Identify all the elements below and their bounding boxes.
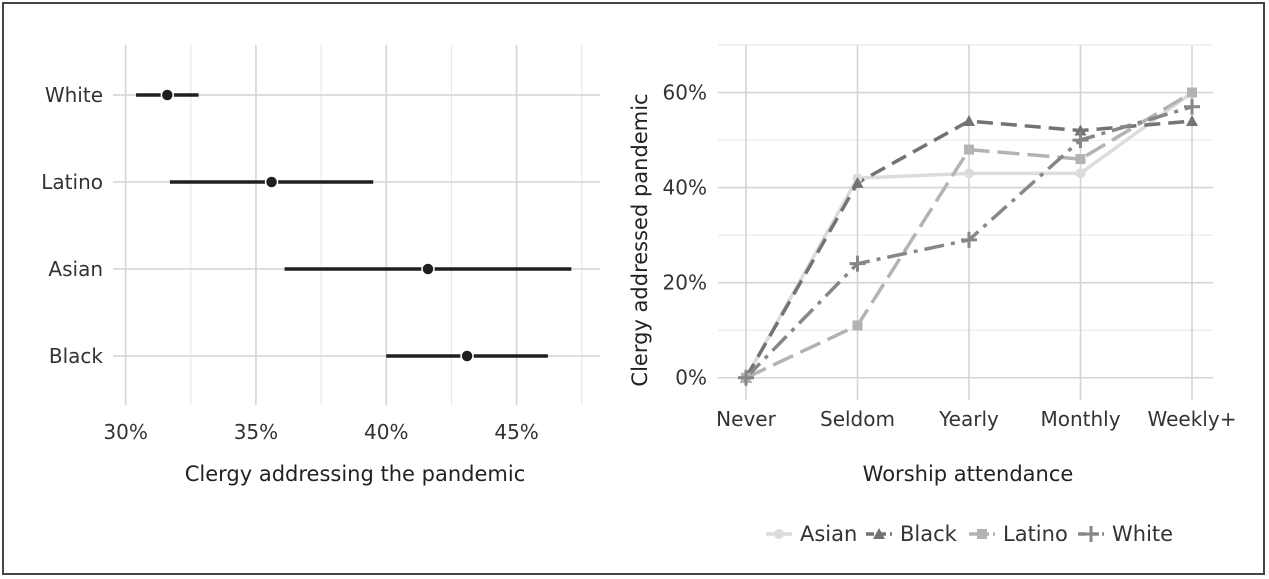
left-error-bars <box>136 93 572 358</box>
legend-label: Asian <box>800 522 857 546</box>
y-tick-label: 40% <box>663 176 707 200</box>
marker-black-yearly <box>963 115 975 127</box>
x-tick-label-weekly: Weekly+ <box>1148 407 1237 431</box>
legend-label: Latino <box>1003 522 1068 546</box>
right-x-tick-labels: Never Seldom Yearly Monthly Weekly+ <box>716 407 1236 431</box>
marker-asian-monthly <box>1075 168 1086 179</box>
left-gridlines <box>113 45 600 405</box>
marker-latino-monthly <box>1075 154 1086 165</box>
x-tick-label: 40% <box>364 420 408 444</box>
y-tick-label: 0% <box>675 366 707 390</box>
legend-label: Black <box>900 522 958 546</box>
marker-white-seldom <box>849 255 866 272</box>
left-x-axis-title: Clergy addressing the pandemic <box>185 462 526 486</box>
x-tick-label: 45% <box>494 420 538 444</box>
marker-asian-yearly <box>964 168 974 179</box>
legend: Asian Black Latino White <box>766 522 1173 546</box>
marker-black-weekly <box>1186 115 1198 127</box>
marker-white-never <box>738 369 754 386</box>
x-tick-label-monthly: Monthly <box>1040 407 1120 431</box>
point-black <box>460 349 474 363</box>
point-white <box>160 88 175 102</box>
left-category-labels: White Latino Asian Black <box>41 83 103 368</box>
marker-black-seldom <box>851 176 864 188</box>
right-gridlines <box>718 44 1213 400</box>
legend-swatch-marker <box>1083 526 1099 542</box>
marker-white-yearly <box>961 231 977 248</box>
x-tick-label-yearly: Yearly <box>938 407 999 431</box>
legend-swatch-marker <box>873 528 885 539</box>
legend-item-asian: Asian <box>766 522 857 546</box>
legend-swatch-marker <box>977 529 987 539</box>
category-label-asian: Asian <box>48 257 103 281</box>
left-point-estimates <box>160 88 474 363</box>
category-label-latino: Latino <box>41 170 103 194</box>
y-tick-label: 20% <box>663 271 707 295</box>
legend-item-black: Black <box>866 522 958 546</box>
right-series-markers <box>738 87 1200 386</box>
legend-label: White <box>1112 522 1173 546</box>
marker-latino-weekly <box>1187 87 1197 98</box>
marker-white-monthly <box>1072 132 1089 149</box>
right-y-tick-labels: 0% 20% 40% 60% <box>663 81 707 390</box>
marker-latino-yearly <box>964 144 974 155</box>
x-tick-label: 35% <box>234 420 278 444</box>
right-x-axis-title: Worship attendance <box>863 462 1074 486</box>
x-tick-label-seldom: Seldom <box>820 407 895 431</box>
x-tick-label-never: Never <box>716 407 776 431</box>
series-line-black <box>744 119 1193 379</box>
legend-swatch-marker <box>774 529 784 539</box>
x-tick-label: 30% <box>103 420 147 444</box>
legend-item-latino: Latino <box>969 522 1068 546</box>
point-latino <box>264 175 279 189</box>
right-line-chart: 0% 20% 40% 60% Never Seldom Yearly Monthly Week… <box>628 44 1236 546</box>
marker-black-monthly <box>1074 124 1087 136</box>
category-label-white: White <box>45 83 103 107</box>
marker-white-weekly <box>1184 98 1200 115</box>
left-x-tick-labels: 30% 35% 40% 45% <box>103 420 538 444</box>
point-asian <box>421 262 435 276</box>
left-dot-range-chart: White Latino Asian Black 30% 35% 40% 45% Clerg… <box>41 45 600 486</box>
y-tick-label: 60% <box>663 81 707 105</box>
legend-item-white: White <box>1078 522 1173 546</box>
category-label-black: Black <box>49 344 104 368</box>
marker-latino-seldom <box>852 320 863 331</box>
right-y-axis-title: Clergy addressed pandemic <box>628 93 652 386</box>
